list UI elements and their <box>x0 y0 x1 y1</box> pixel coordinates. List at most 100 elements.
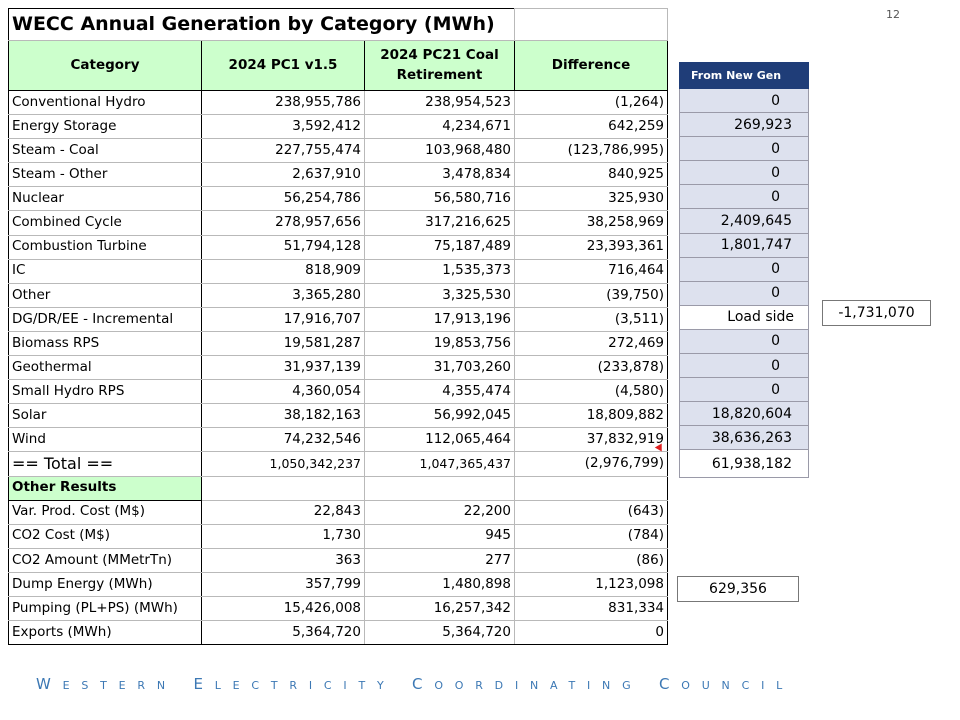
new-gen-value: Load side <box>679 304 809 330</box>
category-cell: Other <box>8 282 202 308</box>
pc1-value-cell: 5,364,720 <box>201 620 365 646</box>
difference-cell: 831,334 <box>514 595 668 622</box>
pc21-value-cell: 16,257,342 <box>364 595 515 622</box>
difference-cell: 0 <box>514 620 668 646</box>
load-side-value: -1,731,070 <box>822 300 931 326</box>
pc1-value-cell: 51,794,128 <box>201 234 365 260</box>
table-row: Steam - Coal 227,755,474 103,968,480 (123,7… <box>8 138 675 164</box>
category-cell: Combined Cycle <box>8 210 202 236</box>
total-pc1: 1,050,342,237 <box>201 451 365 477</box>
new-gen-value: 0 <box>679 136 809 162</box>
page-number: 12 <box>886 8 900 21</box>
new-gen-value: 0 <box>679 377 809 403</box>
pc1-value-cell: 15,426,008 <box>201 595 365 622</box>
table-row: Nuclear 56,254,786 56,580,716 325,930 <box>8 186 675 212</box>
pc21-value-cell: 56,580,716 <box>364 186 515 212</box>
pc21-value-cell: 75,187,489 <box>364 234 515 260</box>
column-header-pc21: 2024 PC21 Coal Retirement <box>364 40 515 91</box>
table-title: WECC Annual Generation by Category (MWh) <box>8 8 515 41</box>
category-cell: Energy Storage <box>8 114 202 140</box>
table-row: Combustion Turbine 51,794,128 75,187,489 23… <box>8 234 675 260</box>
category-cell: CO2 Cost (M$) <box>8 523 202 549</box>
category-cell: Exports (MWh) <box>8 620 202 646</box>
pc21-value-cell: 3,325,530 <box>364 282 515 308</box>
category-cell: Dump Energy (MWh) <box>8 571 202 597</box>
difference-cell: 325,930 <box>514 186 668 212</box>
difference-cell: 18,809,882 <box>514 403 668 429</box>
new-gen-value: 0 <box>679 256 809 282</box>
category-cell: Pumping (PL+PS) (MWh) <box>8 595 202 622</box>
difference-cell: (1,264) <box>514 89 668 116</box>
pc21-value-cell: 56,992,045 <box>364 403 515 429</box>
generation-table: WECC Annual Generation by Category (MWh)… <box>8 8 675 646</box>
new-gen-value: 269,923 <box>679 112 809 138</box>
column-header-pc1: 2024 PC1 v1.5 <box>201 40 365 91</box>
pc21-value-cell: 22,200 <box>364 499 515 525</box>
category-cell: Steam - Coal <box>8 138 202 164</box>
pc1-value-cell: 2,637,910 <box>201 162 365 188</box>
pc1-value-cell: 238,955,786 <box>201 89 365 116</box>
difference-cell: (784) <box>514 523 668 549</box>
category-cell: Solar <box>8 403 202 429</box>
table-row: Pumping (PL+PS) (MWh) 15,426,008 16,257,34… <box>8 595 675 622</box>
new-gen-value: 38,636,263 <box>679 425 809 451</box>
category-cell: Combustion Turbine <box>8 234 202 260</box>
pc1-value-cell: 4,360,054 <box>201 379 365 405</box>
new-gen-header: From New Gen <box>679 62 809 89</box>
category-cell: DG/DR/EE - Incremental <box>8 306 202 332</box>
new-gen-value: 2,409,645 <box>679 208 809 234</box>
pc21-value-cell: 277 <box>364 547 515 573</box>
table-row: Dump Energy (MWh) 357,799 1,480,898 1,123,0… <box>8 571 675 597</box>
pc1-value-cell: 227,755,474 <box>201 138 365 164</box>
pc1-value-cell: 56,254,786 <box>201 186 365 212</box>
category-cell: Conventional Hydro <box>8 89 202 116</box>
pc21-value-cell: 4,234,671 <box>364 114 515 140</box>
new-gen-total: 61,938,182 <box>679 449 809 479</box>
pc1-value-cell: 3,365,280 <box>201 282 365 308</box>
table-row: Small Hydro RPS 4,360,054 4,355,474 (4,580) <box>8 379 675 405</box>
total-difference: (2,976,799) <box>514 451 668 477</box>
table-row: Solar 38,182,163 56,992,045 18,809,882 <box>8 403 675 429</box>
category-cell: Biomass RPS <box>8 330 202 357</box>
difference-cell: (233,878) <box>514 355 668 381</box>
table-row: Other 3,365,280 3,325,530 (39,750) <box>8 282 675 308</box>
difference-cell: 38,258,969 <box>514 210 668 236</box>
new-gen-value: 0 <box>679 328 809 355</box>
table-row: Wind 74,232,546 112,065,464 37,832,919 <box>8 427 675 453</box>
new-gen-table: From New Gen 0 269,923 0 0 0 2,409,645 1,801,7… <box>679 62 809 479</box>
pc1-value-cell: 17,916,707 <box>201 306 365 332</box>
difference-cell: (86) <box>514 547 668 573</box>
category-cell: Wind <box>8 427 202 453</box>
pc21-value-cell: 317,216,625 <box>364 210 515 236</box>
category-cell: Nuclear <box>8 186 202 212</box>
pc21-value-cell: 1,535,373 <box>364 258 515 284</box>
pc21-value-cell: 4,355,474 <box>364 379 515 405</box>
table-row: Var. Prod. Cost (M$) 22,843 22,200 (643) <box>8 499 675 525</box>
table-row: DG/DR/EE - Incremental 17,916,707 17,913,1… <box>8 306 675 332</box>
difference-cell: 37,832,919 <box>514 427 668 453</box>
pc21-value-cell: 17,913,196 <box>364 306 515 332</box>
table-row: CO2 Amount (MMetrTn) 363 277 (86) <box>8 547 675 573</box>
new-gen-value: 0 <box>679 87 809 114</box>
pc1-value-cell: 363 <box>201 547 365 573</box>
difference-cell: 1,123,098 <box>514 571 668 597</box>
pc1-value-cell: 1,730 <box>201 523 365 549</box>
column-header-category: Category <box>8 40 202 91</box>
difference-cell: (4,580) <box>514 379 668 405</box>
pc21-value-cell: 945 <box>364 523 515 549</box>
pc21-value-cell: 238,954,523 <box>364 89 515 116</box>
pc1-value-cell: 357,799 <box>201 571 365 597</box>
total-row: == Total == 1,050,342,237 1,047,365,437 (2,… <box>8 451 675 477</box>
difference-cell: 272,469 <box>514 330 668 357</box>
footer-org-name: Western Electricity Coordinating Council <box>36 675 795 693</box>
category-cell: IC <box>8 258 202 284</box>
new-gen-value: 18,820,604 <box>679 401 809 427</box>
total-label: == Total == <box>8 451 202 477</box>
pc21-value-cell: 19,853,756 <box>364 330 515 357</box>
pc21-value-cell: 3,478,834 <box>364 162 515 188</box>
difference-cell: (123,786,995) <box>514 138 668 164</box>
column-header-difference: Difference <box>514 40 668 91</box>
table-row: Energy Storage 3,592,412 4,234,671 642,259 <box>8 114 675 140</box>
difference-cell: 642,259 <box>514 114 668 140</box>
pc1-value-cell: 278,957,656 <box>201 210 365 236</box>
